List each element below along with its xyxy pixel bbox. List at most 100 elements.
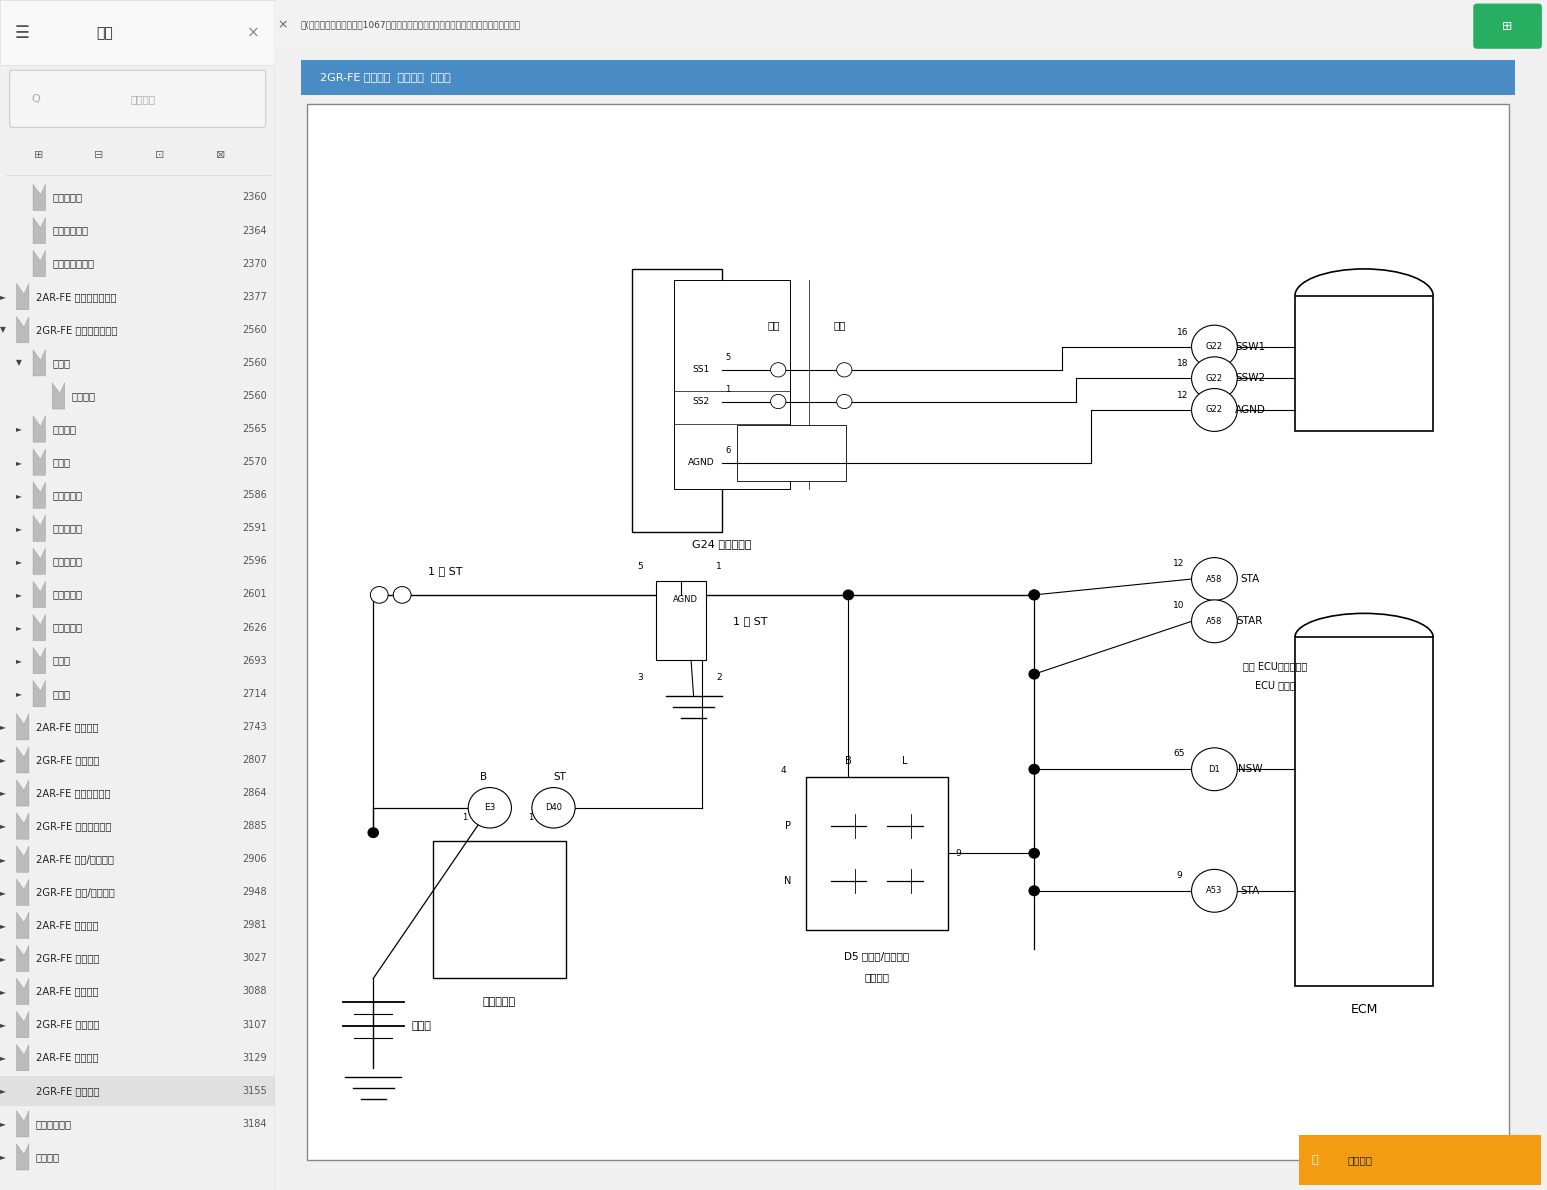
Polygon shape <box>17 1078 29 1104</box>
Text: 车上检查: 车上检查 <box>71 392 96 401</box>
Text: 3027: 3027 <box>243 953 268 964</box>
Text: 2864: 2864 <box>243 788 268 798</box>
FancyBboxPatch shape <box>1473 4 1542 49</box>
Text: ►: ► <box>0 722 6 732</box>
Text: ►: ► <box>17 590 22 599</box>
Circle shape <box>1191 325 1238 368</box>
Text: 9: 9 <box>954 848 961 858</box>
FancyBboxPatch shape <box>1299 1135 1541 1185</box>
Text: 3107: 3107 <box>243 1020 268 1029</box>
Text: Q: Q <box>31 94 40 104</box>
Polygon shape <box>32 184 45 211</box>
Circle shape <box>1029 764 1040 774</box>
Text: 加热型氧传感器: 加热型氧传感器 <box>53 258 94 269</box>
Text: STAR: STAR <box>1238 616 1264 626</box>
Text: A58: A58 <box>1207 616 1222 626</box>
Circle shape <box>843 590 854 600</box>
Circle shape <box>1029 848 1040 858</box>
Text: 12: 12 <box>1177 392 1188 400</box>
Circle shape <box>770 394 786 408</box>
Text: ►: ► <box>17 490 22 500</box>
Polygon shape <box>32 647 45 674</box>
Text: 2586: 2586 <box>243 490 268 500</box>
Polygon shape <box>53 383 65 409</box>
Text: 1: 1 <box>716 563 722 571</box>
Polygon shape <box>32 350 45 376</box>
Circle shape <box>393 587 412 603</box>
Text: 3184: 3184 <box>243 1119 268 1129</box>
Polygon shape <box>17 714 29 740</box>
Text: ►: ► <box>0 1120 6 1128</box>
Text: 2981: 2981 <box>243 920 268 931</box>
Text: 1 号 ST: 1 号 ST <box>429 566 463 576</box>
Text: ►: ► <box>17 656 22 665</box>
Polygon shape <box>32 218 45 244</box>
Text: SS1: SS1 <box>693 365 710 375</box>
Text: B: B <box>845 756 852 766</box>
Text: 书签查找: 书签查找 <box>130 94 156 104</box>
Text: 2743: 2743 <box>243 722 268 732</box>
Polygon shape <box>32 582 45 608</box>
Text: 2560: 2560 <box>243 325 268 334</box>
Text: 4: 4 <box>780 766 786 775</box>
Text: ►: ► <box>0 1086 6 1095</box>
Text: 6: 6 <box>726 446 730 456</box>
Text: 12: 12 <box>1173 559 1185 568</box>
Text: 2AR-FE 润滑系统: 2AR-FE 润滑系统 <box>36 987 99 996</box>
Text: SS2: SS2 <box>693 397 710 406</box>
Polygon shape <box>17 747 29 774</box>
FancyBboxPatch shape <box>631 269 722 532</box>
Text: ►: ► <box>17 524 22 533</box>
Text: 2364: 2364 <box>243 226 268 236</box>
Text: 18: 18 <box>1177 359 1188 369</box>
Polygon shape <box>17 978 29 1004</box>
Text: ⊞: ⊞ <box>1502 20 1513 32</box>
Text: 3155: 3155 <box>243 1085 268 1096</box>
Text: ►: ► <box>0 293 6 301</box>
Text: ECM: ECM <box>1351 1003 1378 1016</box>
Text: 2GR-FE 冷却系统: 2GR-FE 冷却系统 <box>36 953 99 964</box>
Polygon shape <box>17 913 29 939</box>
Text: 2GR-FE 起动系统  起动系统  系统图: 2GR-FE 起动系统 起动系统 系统图 <box>320 73 450 82</box>
Circle shape <box>532 788 575 828</box>
Text: ×: × <box>248 26 260 40</box>
Text: 2693: 2693 <box>243 656 268 665</box>
Text: ►: ► <box>0 954 6 963</box>
Text: 2560: 2560 <box>243 358 268 368</box>
Text: 全开: 全开 <box>767 320 780 331</box>
Text: 2GR-FE 燃油系统: 2GR-FE 燃油系统 <box>36 754 99 765</box>
Text: 汽修帮手: 汽修帮手 <box>1347 1155 1372 1165</box>
Text: 2807: 2807 <box>243 754 268 765</box>
Text: 3088: 3088 <box>243 987 268 996</box>
Text: 5: 5 <box>726 353 730 363</box>
Text: G24 发动机开关: G24 发动机开关 <box>692 539 752 549</box>
Text: ►: ► <box>0 821 6 831</box>
Text: ▼: ▼ <box>0 325 6 334</box>
Text: 起动机总成: 起动机总成 <box>483 997 517 1007</box>
Text: ►: ► <box>0 1152 6 1161</box>
Text: 传动皮带: 传动皮带 <box>53 424 76 434</box>
Text: 2570: 2570 <box>243 457 268 468</box>
Text: 2AR-FE 起动系统: 2AR-FE 起动系统 <box>36 1053 99 1063</box>
Text: 蓄电池: 蓄电池 <box>412 1021 432 1031</box>
Text: ►: ► <box>17 458 22 466</box>
Text: ⊡: ⊡ <box>155 150 164 159</box>
Text: AGND: AGND <box>688 458 715 468</box>
Text: ⊞: ⊞ <box>34 150 43 159</box>
Text: ►: ► <box>0 1053 6 1063</box>
Circle shape <box>1191 870 1238 913</box>
Text: AGND: AGND <box>1235 405 1265 415</box>
Text: 3129: 3129 <box>243 1053 268 1063</box>
Text: 2: 2 <box>716 672 721 682</box>
Polygon shape <box>17 1012 29 1038</box>
Text: 2GR-FE 进气/排气系统: 2GR-FE 进气/排气系统 <box>36 888 114 897</box>
Circle shape <box>370 587 388 603</box>
Text: 5: 5 <box>637 563 644 571</box>
Text: 1 号 ST: 1 号 ST <box>733 615 767 626</box>
Text: 2377: 2377 <box>243 292 268 302</box>
FancyBboxPatch shape <box>0 1076 275 1106</box>
Text: 仪信系统: 仪信系统 <box>36 1152 60 1161</box>
Text: STA: STA <box>1241 574 1259 584</box>
Text: ×: × <box>278 19 288 31</box>
Text: STA: STA <box>1241 885 1259 896</box>
